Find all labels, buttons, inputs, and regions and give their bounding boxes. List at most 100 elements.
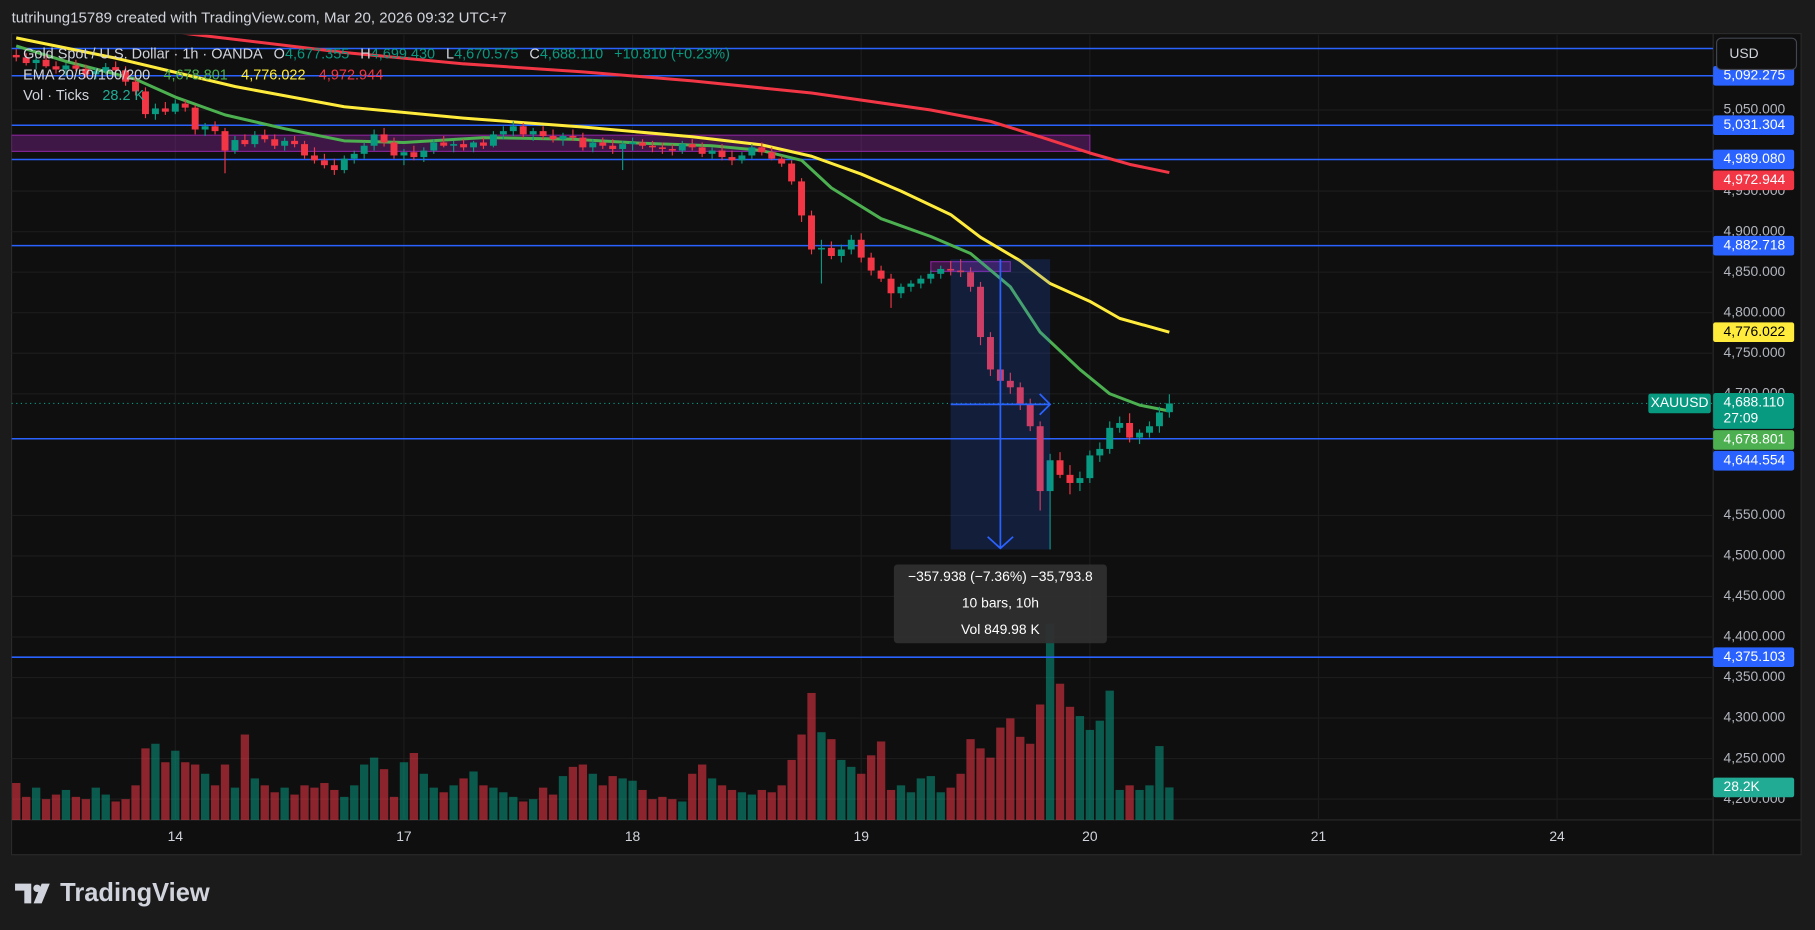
price-label: 4,989.080: [1724, 150, 1786, 166]
volume-bar: [797, 734, 806, 820]
candle-body: [281, 140, 289, 146]
currency-button[interactable]: [1716, 37, 1798, 71]
volume-bar: [976, 748, 985, 820]
measure-text: 10 bars, 10h: [962, 595, 1039, 611]
y-tick-label: 4,850.000: [1724, 263, 1786, 279]
price-label-bg: [1713, 450, 1795, 471]
price-label-bg: [1713, 393, 1795, 429]
price-label: 4,972.944: [1724, 171, 1786, 187]
volume-bar: [608, 776, 617, 820]
volume-bar: [509, 796, 518, 820]
candle-body: [668, 148, 676, 151]
ohlc-value: 4,688.110: [540, 46, 603, 62]
volume-bar: [479, 785, 488, 820]
candle-body: [609, 145, 617, 149]
volume-bar: [61, 789, 71, 820]
volume-bar: [71, 796, 81, 820]
volume-bar: [857, 773, 866, 820]
volume-bar: [300, 785, 309, 820]
volume-bar: [409, 752, 419, 820]
volume-bar: [230, 787, 240, 820]
candle-body: [708, 150, 716, 154]
candle-body: [539, 131, 547, 136]
ohlc-prefix: C: [529, 46, 539, 62]
y-tick-label: 4,550.000: [1724, 506, 1786, 522]
candle-body: [430, 142, 438, 151]
candle-body: [1086, 455, 1094, 479]
x-tick-label: 20: [1082, 828, 1098, 844]
volume-bar: [578, 764, 588, 820]
price-label-bg: [1713, 170, 1795, 191]
candle-body: [82, 68, 90, 75]
volume-value: 28.2 K: [102, 88, 144, 104]
volume-bar: [519, 801, 528, 820]
candle-body: [22, 57, 30, 64]
candle-body: [470, 142, 477, 148]
volume-bar: [12, 783, 21, 820]
y-tick-label: 4,800.000: [1724, 303, 1786, 319]
volume-bar: [747, 794, 757, 820]
candle-body: [320, 160, 328, 166]
candle-body: [1165, 403, 1173, 413]
candle-body: [758, 147, 766, 153]
volume-bar: [161, 762, 170, 820]
candle-body: [917, 278, 925, 284]
volume-bar: [628, 780, 637, 820]
volume-bar: [489, 787, 498, 820]
candle-body: [310, 155, 318, 161]
x-tick-label: 24: [1549, 828, 1565, 844]
currency[interactable]: USD: [1729, 45, 1758, 61]
candle-body: [340, 158, 348, 171]
legend-volume: Vol · Ticks 28.2 K: [23, 88, 144, 104]
volume-bar: [250, 778, 259, 820]
candle-body: [1066, 474, 1074, 483]
volume-bar: [727, 789, 737, 820]
x-tick-label: 17: [396, 828, 412, 844]
price-label: 4,882.718: [1724, 236, 1786, 252]
candle-body: [92, 71, 100, 75]
candle-body: [688, 144, 696, 148]
price-label: 4,678.801: [1724, 431, 1786, 447]
candle-body: [489, 134, 497, 146]
header: tutrihung15789 created with TradingView.…: [12, 9, 507, 26]
candle-body: [1126, 422, 1134, 438]
candle-body: [132, 81, 140, 92]
price-label-bg: [1713, 149, 1795, 170]
volume-bar: [1135, 789, 1144, 820]
volume-bar: [181, 762, 190, 820]
volume-bar: [658, 796, 667, 820]
candle-body: [201, 126, 209, 130]
measure-arrow: [950, 393, 1052, 416]
candle-body: [360, 145, 368, 154]
candle-body: [301, 144, 309, 156]
logo-mark: [15, 883, 32, 904]
candle-body: [569, 135, 577, 138]
volume-bar: [598, 785, 607, 820]
candle-body: [589, 142, 597, 148]
candle-body: [648, 145, 656, 148]
candle-body: [380, 134, 388, 143]
volume-bar: [956, 773, 965, 820]
y-tick-label: 5,050.000: [1724, 101, 1786, 117]
x-tick-label: 14: [168, 828, 184, 844]
candle-body: [291, 140, 299, 145]
volume-bar: [22, 796, 31, 820]
logo-mark: [33, 883, 50, 904]
ema-line: [15, 36, 1170, 334]
candle-body: [1026, 403, 1034, 427]
price-label: 27:09: [1724, 410, 1759, 426]
x-tick-label: 19: [853, 828, 869, 844]
candle-body: [122, 70, 130, 82]
volume-bar: [717, 785, 727, 820]
axis: 5,050.0004,950.0004,900.0004,850.0004,80…: [168, 65, 1795, 844]
volume-bar: [916, 778, 926, 820]
volume-bar: [260, 785, 269, 820]
candle-body: [529, 131, 537, 135]
candle-body: [1056, 460, 1064, 475]
volume-bar: [280, 787, 289, 820]
ticker-label: XAUUSD: [1651, 394, 1709, 410]
volume-bar: [886, 789, 896, 820]
brand: TradingView: [60, 879, 210, 907]
volume-bar: [668, 799, 677, 820]
volume-bar: [429, 787, 438, 820]
